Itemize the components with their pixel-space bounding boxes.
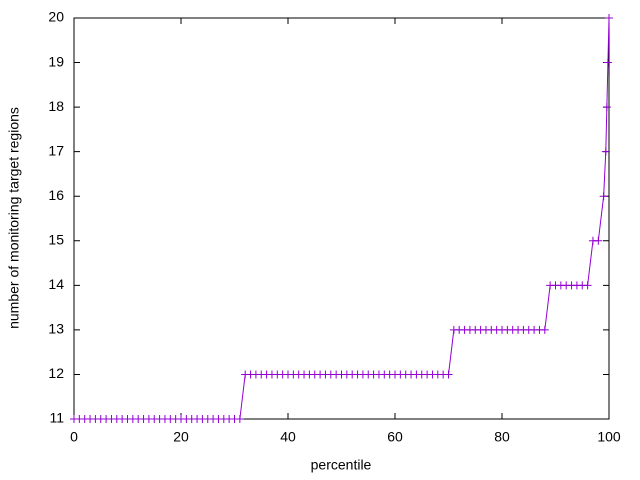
data-point bbox=[602, 103, 611, 112]
y-tick-label: 12 bbox=[48, 365, 64, 381]
y-tick-label: 15 bbox=[48, 231, 64, 247]
x-tick-label: 0 bbox=[70, 429, 78, 445]
data-point bbox=[599, 192, 608, 201]
y-tick-label: 16 bbox=[48, 187, 64, 203]
x-tick-label: 60 bbox=[387, 429, 403, 445]
data-point bbox=[583, 281, 592, 290]
y-tick-label: 20 bbox=[48, 9, 64, 25]
data-point bbox=[235, 415, 244, 423]
x-axis-label: percentile bbox=[311, 457, 372, 473]
y-tick-label: 11 bbox=[49, 410, 64, 426]
y-tick-label: 13 bbox=[48, 321, 64, 337]
x-tick-label: 80 bbox=[494, 429, 510, 445]
data-point bbox=[594, 236, 603, 245]
x-tick-label: 40 bbox=[280, 429, 296, 445]
data-line bbox=[74, 17, 610, 420]
x-tick-label: 20 bbox=[173, 429, 189, 445]
y-tick-label: 19 bbox=[48, 53, 64, 69]
data-point bbox=[603, 58, 612, 67]
y-axis-label: number of monitoring target regions bbox=[6, 107, 22, 329]
data-point bbox=[444, 370, 453, 379]
data-point bbox=[605, 14, 613, 22]
data-point bbox=[601, 147, 610, 156]
y-tick-label: 18 bbox=[48, 98, 64, 114]
plot-frame bbox=[73, 17, 610, 420]
y-tick-label: 14 bbox=[48, 276, 64, 292]
y-tick-label: 17 bbox=[48, 142, 64, 158]
x-tick-label: 100 bbox=[597, 429, 621, 445]
data-point bbox=[540, 325, 549, 334]
